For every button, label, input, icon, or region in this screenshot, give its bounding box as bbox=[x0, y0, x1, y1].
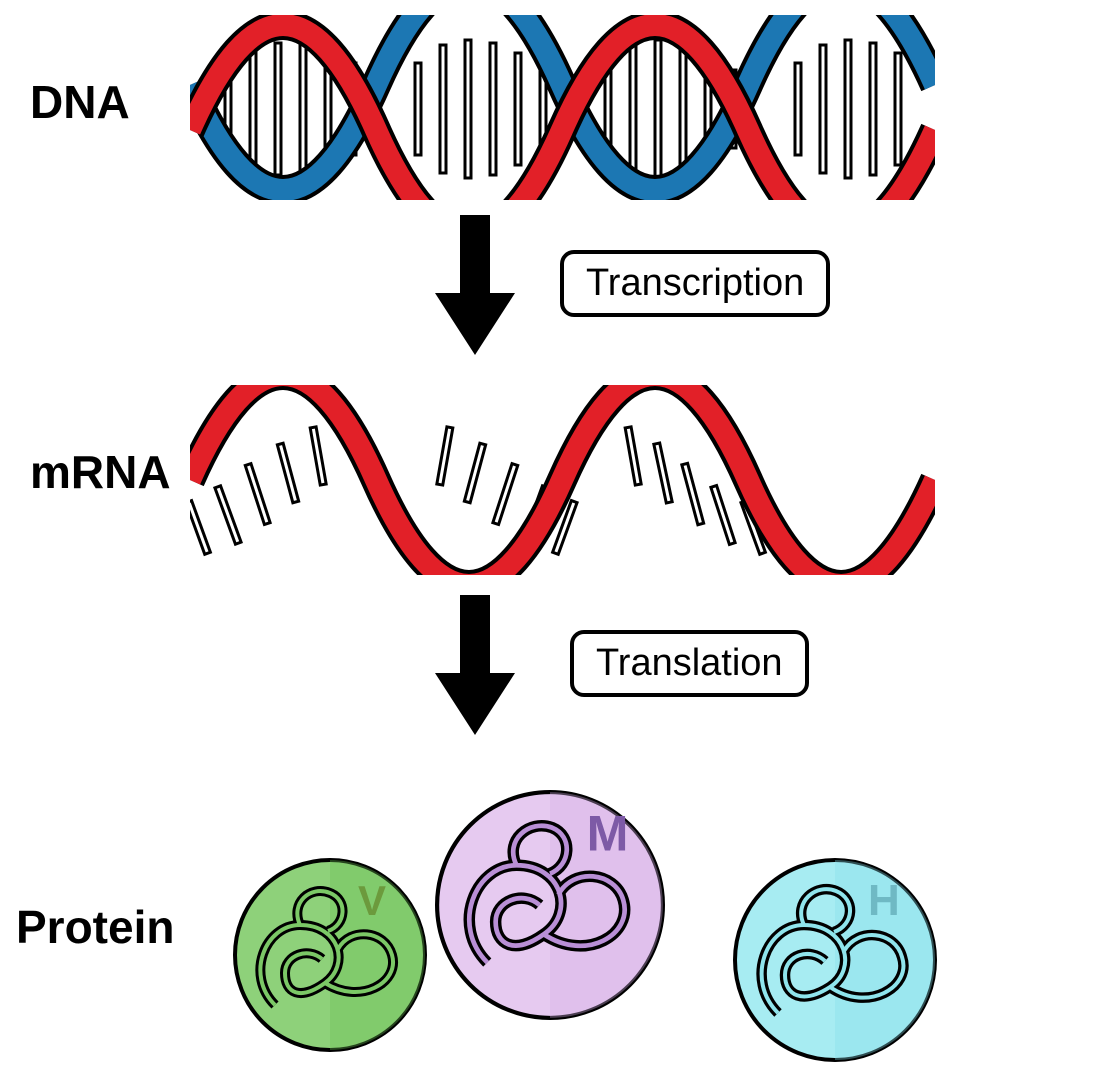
central-dogma-diagram: DNA mRNA Protein bbox=[0, 0, 1100, 1091]
protein-v: V bbox=[230, 855, 430, 1060]
box-transcription: Transcription bbox=[560, 250, 830, 317]
label-mrna: mRNA bbox=[30, 445, 171, 499]
arrow-translation bbox=[435, 595, 515, 735]
protein-h: H bbox=[730, 855, 940, 1070]
arrow-transcription bbox=[435, 215, 515, 355]
protein-letter: M bbox=[587, 806, 629, 862]
protein-letter: H bbox=[868, 876, 900, 925]
protein-letter: V bbox=[358, 877, 386, 924]
label-dna: DNA bbox=[30, 75, 130, 129]
mrna-rungs bbox=[190, 427, 765, 554]
box-translation: Translation bbox=[570, 630, 809, 697]
protein-m: M bbox=[435, 790, 665, 1025]
dna-helix bbox=[190, 15, 935, 200]
mrna-strand bbox=[190, 385, 935, 575]
label-protein: Protein bbox=[16, 900, 174, 954]
